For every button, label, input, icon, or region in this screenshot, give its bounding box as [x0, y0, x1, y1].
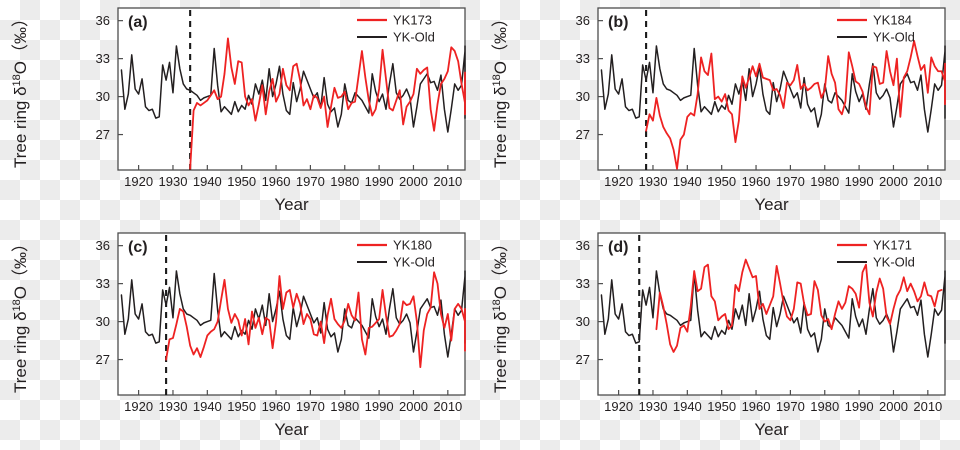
x-tick-label: 1970 — [296, 399, 325, 414]
series-line-yk184 — [645, 40, 946, 170]
x-axis-title: Year — [754, 420, 789, 439]
x-tick-label: 2000 — [879, 399, 908, 414]
x-tick-label: 1960 — [742, 174, 771, 189]
legend-label-yk-old: YK-Old — [393, 30, 435, 45]
x-tick-label: 1970 — [776, 174, 805, 189]
chart-panel-a: 1920 1930 1940 1950 1960 1970 1980 1990 2000 2010… — [0, 0, 480, 225]
x-tick-label: 2000 — [399, 399, 428, 414]
svg-text:Tree ring δ18O（‰）: Tree ring δ18O（‰） — [11, 235, 30, 393]
y-tick-label: 33 — [96, 51, 110, 66]
x-tick-label: 1990 — [365, 174, 394, 189]
x-tick-label: 1960 — [742, 399, 771, 414]
y-tick-label: 36 — [576, 13, 590, 28]
x-tick-label: 2010 — [913, 174, 942, 189]
y-tick-label: 27 — [576, 352, 590, 367]
chart-panel-c: 1920 1930 1940 1950 1960 1970 1980 1990 2000 2010… — [0, 225, 480, 450]
y-tick-label: 27 — [96, 352, 110, 367]
y-tick-label: 30 — [576, 89, 590, 104]
svg-text:Tree ring δ18O（‰）: Tree ring δ18O（‰） — [491, 235, 510, 393]
x-tick-label: 1950 — [707, 174, 736, 189]
legend-label-yk-old: YK-Old — [873, 255, 915, 270]
x-tick-label: 1930 — [639, 174, 668, 189]
chart-panel-b: 1920 1930 1940 1950 1960 1970 1980 1990 2000 2010… — [480, 0, 960, 225]
y-tick-label: 33 — [576, 276, 590, 291]
x-tick-label: 1980 — [810, 399, 839, 414]
x-tick-label: 1950 — [227, 399, 256, 414]
x-tick-label: 1930 — [639, 399, 668, 414]
y-axis-title: Tree ring δ18O（‰） — [11, 10, 30, 168]
x-tick-label: 1990 — [845, 399, 874, 414]
panel-letter: (d) — [608, 239, 628, 256]
x-tick-label: 1980 — [810, 174, 839, 189]
y-tick-label: 33 — [576, 51, 590, 66]
x-tick-label: 2010 — [913, 399, 942, 414]
series-line-yk173 — [189, 37, 466, 170]
x-tick-label: 1930 — [159, 399, 188, 414]
legend-label-yk184: YK184 — [873, 13, 912, 28]
y-tick-label: 33 — [96, 276, 110, 291]
series-line-yk180 — [165, 271, 466, 369]
y-tick-label: 36 — [96, 13, 110, 28]
legend-label-yk-old: YK-Old — [393, 255, 435, 270]
svg-text:Tree ring δ18O（‰）: Tree ring δ18O（‰） — [491, 10, 510, 168]
x-axis-title: Year — [274, 195, 309, 214]
legend-label-yk180: YK180 — [393, 238, 432, 253]
y-axis-title: Tree ring δ18O（‰） — [491, 10, 510, 168]
y-tick-label: 30 — [96, 89, 110, 104]
x-tick-label: 2010 — [433, 399, 462, 414]
y-tick-label: 27 — [96, 127, 110, 142]
panel-letter: (a) — [128, 14, 148, 31]
x-tick-label: 1980 — [330, 399, 359, 414]
x-tick-label: 1920 — [124, 399, 153, 414]
y-tick-label: 36 — [576, 238, 590, 253]
legend-label-yk-old: YK-Old — [873, 30, 915, 45]
x-tick-label: 2000 — [879, 174, 908, 189]
x-tick-label: 1960 — [262, 399, 291, 414]
y-axis-title: Tree ring δ18O（‰） — [11, 235, 30, 393]
x-axis-title: Year — [274, 420, 309, 439]
x-tick-label: 2000 — [399, 174, 428, 189]
x-tick-label: 1930 — [159, 174, 188, 189]
x-tick-label: 2010 — [433, 174, 462, 189]
y-tick-label: 27 — [576, 127, 590, 142]
x-tick-label: 1950 — [707, 399, 736, 414]
legend-label-yk173: YK173 — [393, 13, 432, 28]
x-tick-label: 1970 — [776, 399, 805, 414]
x-tick-label: 1920 — [604, 399, 633, 414]
x-tick-label: 1970 — [296, 174, 325, 189]
svg-text:Tree ring δ18O（‰）: Tree ring δ18O（‰） — [11, 10, 30, 168]
x-tick-label: 1940 — [673, 399, 702, 414]
panel-letter: (b) — [608, 14, 628, 31]
y-tick-label: 36 — [96, 238, 110, 253]
x-tick-label: 1940 — [193, 174, 222, 189]
x-tick-label: 1920 — [604, 174, 633, 189]
x-tick-label: 1980 — [330, 174, 359, 189]
x-tick-label: 1990 — [365, 399, 394, 414]
y-axis-title: Tree ring δ18O（‰） — [491, 235, 510, 393]
legend-label-yk171: YK171 — [873, 238, 912, 253]
chart-panel-d: 1920 1930 1940 1950 1960 1970 1980 1990 2000 2010… — [480, 225, 960, 450]
series-line-yk171 — [655, 258, 943, 353]
x-tick-label: 1920 — [124, 174, 153, 189]
x-tick-label: 1960 — [262, 174, 291, 189]
series-line-yk-old — [600, 270, 946, 358]
x-tick-label: 1940 — [193, 399, 222, 414]
x-tick-label: 1940 — [673, 174, 702, 189]
y-tick-label: 30 — [576, 314, 590, 329]
y-tick-label: 30 — [96, 314, 110, 329]
x-tick-label: 1950 — [227, 174, 256, 189]
panel-letter: (c) — [128, 239, 148, 256]
x-axis-title: Year — [754, 195, 789, 214]
x-tick-label: 1990 — [845, 174, 874, 189]
